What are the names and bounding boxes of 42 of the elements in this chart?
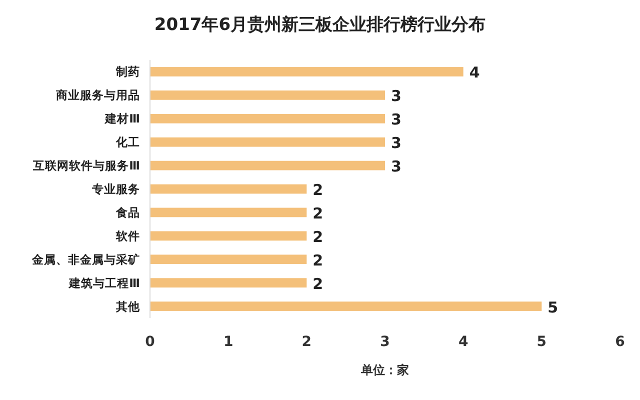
y-tick-label: 专业服务 <box>91 182 140 196</box>
y-tick-label: 食品 <box>115 205 140 220</box>
y-tick-label: 建材Ⅲ <box>104 112 140 126</box>
x-axis-title: 单位：家 <box>360 363 409 377</box>
data-label: 2 <box>312 251 324 270</box>
y-tick-label: 互联网软件与服务Ⅲ <box>32 158 140 173</box>
data-label: 2 <box>312 228 324 246</box>
y-tick-label: 金属、非金属与采矿 <box>31 252 140 266</box>
bar <box>150 278 307 288</box>
x-tick-label: 6 <box>615 334 625 350</box>
data-label: 2 <box>312 274 324 293</box>
x-tick-label: 3 <box>380 334 390 350</box>
y-tick-label: 制药 <box>115 64 140 79</box>
data-label: 3 <box>391 110 402 129</box>
bar <box>150 231 307 241</box>
x-tick-label: 1 <box>223 334 234 350</box>
x-tick-label: 4 <box>458 334 468 350</box>
data-label: 2 <box>312 204 324 222</box>
bar <box>150 90 385 100</box>
bar <box>150 160 385 170</box>
data-label: 3 <box>391 87 402 106</box>
bar <box>150 67 464 76</box>
data-label: 3 <box>391 134 402 152</box>
data-label: 5 <box>548 298 558 316</box>
bar <box>150 114 385 124</box>
y-tick-label: 软件 <box>115 228 140 243</box>
y-tick-label: 建筑与工程Ⅲ <box>68 276 140 290</box>
bar <box>150 137 385 147</box>
data-label: 4 <box>469 64 480 82</box>
bar <box>150 254 307 264</box>
x-tick-label: 0 <box>145 334 156 350</box>
data-label: 2 <box>312 181 324 199</box>
x-tick-label: 5 <box>536 334 547 350</box>
bar <box>150 302 542 311</box>
y-tick-label: 其他 <box>115 299 141 314</box>
y-tick-label: 商业服务与用品 <box>55 88 140 102</box>
bar <box>150 184 307 194</box>
data-label: 3 <box>391 158 402 176</box>
chart-title: 2017年6月贵州新三板企业排行榜行业分布 <box>154 15 486 35</box>
bar <box>150 208 307 218</box>
y-tick-label: 化工 <box>115 135 140 150</box>
x-tick-label: 2 <box>302 334 312 350</box>
